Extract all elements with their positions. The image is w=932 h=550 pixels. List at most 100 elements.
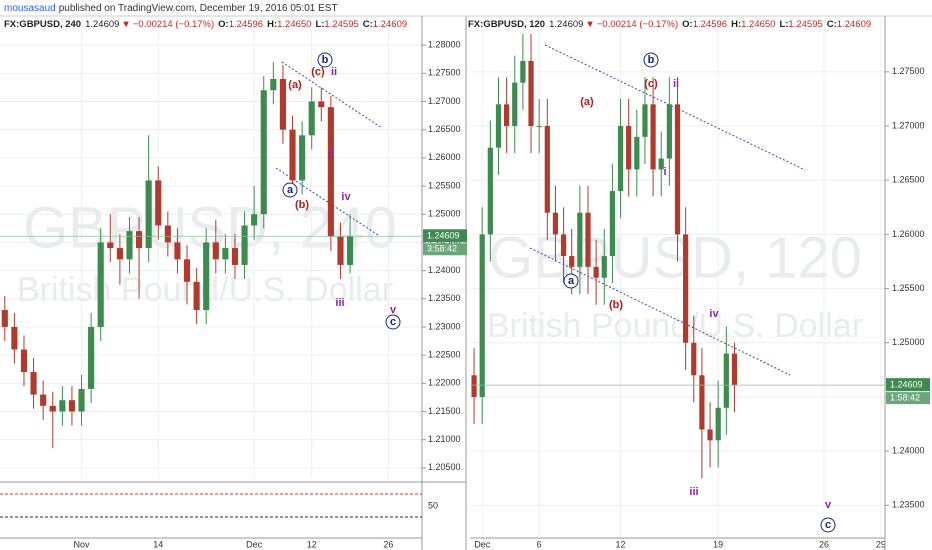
wave-label: ii [673,78,679,90]
candle-body [715,407,721,441]
row-text: −0.00214 (−0.17%) [133,19,214,30]
row-text: 1.24596 [693,19,727,30]
candle-body [642,104,648,137]
candle-body [731,353,738,386]
price-tag [886,378,930,392]
wave-label: c [390,316,396,328]
candle-body [626,126,632,170]
x-tick-label: 26 [819,539,829,549]
candle-body [536,126,542,128]
published: published on TradingView.com, December 1… [59,3,338,14]
candle-body [308,101,315,136]
row-text: O: [218,19,229,30]
wave-label: v [825,499,832,511]
y-tick-label: 1.27000 [892,120,925,130]
y-tick-label: 1.27500 [428,68,461,78]
candle-body [601,256,607,278]
candle-body [512,82,518,127]
y-tick-label: 1.23500 [892,500,925,510]
row-text: ▼ [121,19,130,30]
candle-body [707,429,713,441]
candle-body [666,104,672,159]
x-tick-label: Dec [474,539,491,549]
x-tick-label: 14 [153,539,163,549]
candle-body [155,180,162,226]
row-text: ▼ [585,19,594,30]
y-tick-label: 1.27000 [428,96,461,106]
candle-body [1,310,8,327]
candle-body [544,126,550,213]
candle-body [691,342,697,376]
x-tick-label: 29 [876,539,886,549]
y-tick-label: 1.21000 [428,434,461,444]
row-text: C: [363,19,373,30]
y-tick-label: 1.26000 [892,229,925,239]
y-tick-label: 1.25000 [428,209,461,219]
y-tick-label: 1.25500 [892,283,925,293]
wave-circle [385,314,401,330]
candle-body [222,248,229,260]
candle-body [585,212,591,267]
row-text: 1.24609 [373,19,407,30]
x-tick-label: 6 [537,539,542,549]
symbol-row: FX:GBPUSD, 240 1.24609 ▼ −0.00214 (−0.17%) O… [4,19,407,30]
candle-body [49,405,56,412]
candle-body [495,104,502,148]
x-tick-label: 12 [616,539,626,549]
candle-body [504,104,510,127]
author[interactable]: mousasaud [4,3,56,14]
candle-body [577,212,583,267]
watermark: British Pound/U.S. Dollar [487,307,863,345]
indicator-tick-label: 50 [428,500,438,510]
row-text: H: [267,19,277,30]
wave-circle [282,182,298,198]
row-text: 1.24609 [549,19,583,30]
candle-body [174,242,181,260]
y-tick-label: 1.24000 [428,265,461,275]
countdown-tag [886,392,930,405]
y-tick-label: 1.27500 [892,66,925,76]
candle-body [193,281,200,311]
row-text: O: [682,19,693,30]
row-text: 1.24596 [229,19,263,30]
price-tag-label: 1.24609 [427,231,460,241]
candle-body [203,242,210,311]
candle-body [20,349,28,373]
row-text: 1.24650 [741,19,775,30]
candle-body [318,101,325,108]
y-tick-label: 1.25500 [428,180,461,190]
candle-body [107,242,114,249]
wave-circle [563,273,579,289]
wave-label: iv [709,308,719,320]
wave-label: ii [331,66,337,78]
y-tick-label: 1.24000 [892,446,925,456]
wave-label: iii [689,486,698,498]
wave-label: v [390,304,397,316]
candle-body [634,136,640,170]
candle-body [251,214,258,226]
candle-body [30,372,37,395]
wave-label: (a) [288,79,302,91]
candle-body [40,394,47,406]
candle-body [520,61,526,83]
candle-body [552,212,559,235]
y-tick-label: 1.22500 [428,350,461,360]
candle-body [97,242,104,327]
candle-body [699,375,705,430]
symbol-row: FX:GBPUSD, 120 1.24609 ▼ −0.00214 (−0.17%) O… [468,19,871,30]
publish-line: mousasaud published on TradingView.com, D… [4,3,338,14]
candle-body [289,129,296,181]
candle-body [11,326,18,350]
wave-label: i [663,166,666,178]
candle-body [59,400,66,412]
row-text: 1.24650 [277,19,311,30]
candle-body [560,234,567,257]
candle-body [617,126,624,192]
candle-body [126,231,133,260]
countdown-label: 1:58:42 [890,393,920,403]
row-text: 1.24595 [788,19,822,30]
candle-body [346,236,354,265]
x-tick-label: Nov [74,539,91,549]
trend-line [529,247,791,376]
y-tick-label: 1.22000 [428,378,461,388]
